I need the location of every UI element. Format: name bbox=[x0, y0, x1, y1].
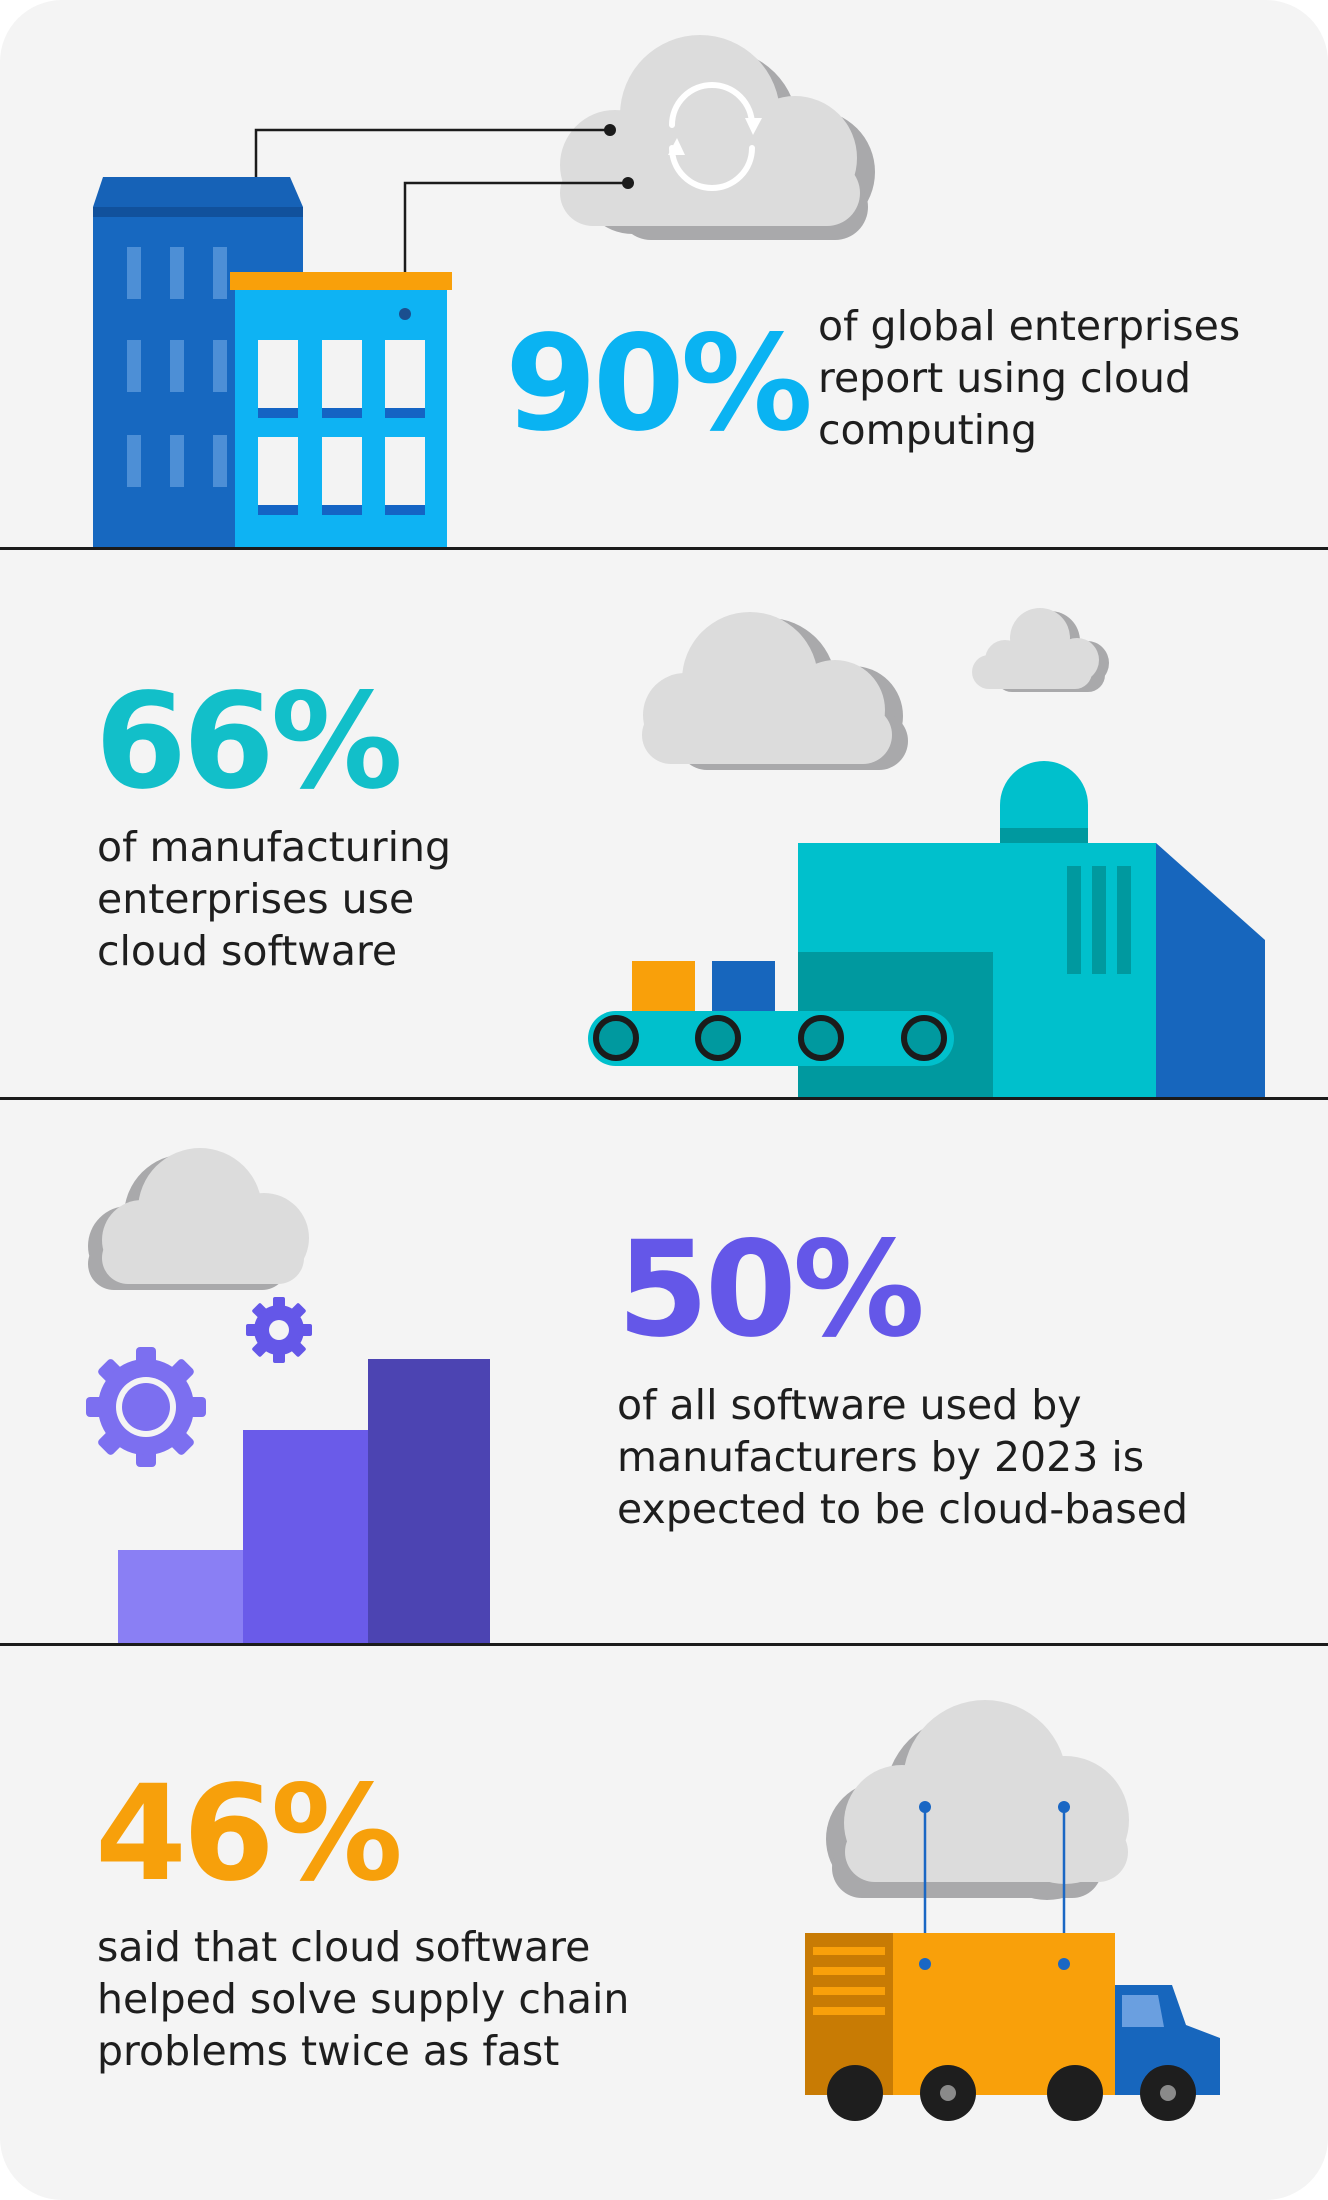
cloud-icon bbox=[642, 612, 908, 770]
growth-chart-art bbox=[86, 1148, 490, 1645]
stat-description: of manufacturing enterprises use cloud s… bbox=[97, 823, 452, 975]
cloud-sync-icon bbox=[560, 35, 875, 240]
gear-icon bbox=[86, 1347, 206, 1467]
bar-growth-icon bbox=[118, 1359, 490, 1645]
stat-value: 46% bbox=[95, 1757, 403, 1911]
stat-description: said that cloud software helped solve su… bbox=[97, 1923, 630, 2075]
stat-value: 90% bbox=[505, 307, 813, 461]
stat-description: of global enterprises report using cloud… bbox=[818, 302, 1241, 454]
delivery-truck-icon bbox=[805, 1933, 1220, 2121]
stat-description: of all software used by manufacturers by… bbox=[617, 1381, 1188, 1533]
gear-icon bbox=[246, 1297, 312, 1363]
section-divider bbox=[0, 1097, 1328, 1100]
stat-value: 50% bbox=[617, 1213, 925, 1367]
factory-conveyor-art bbox=[588, 608, 1265, 1097]
cloud-icon bbox=[972, 608, 1109, 692]
factory-conveyor-icon bbox=[588, 761, 1265, 1097]
section-divider bbox=[0, 547, 1328, 550]
section-divider bbox=[0, 1643, 1328, 1646]
cloud-icon bbox=[88, 1148, 309, 1290]
stat-value: 66% bbox=[95, 665, 403, 819]
office-buildings-cloud-icon bbox=[93, 35, 875, 547]
cloud-icon bbox=[826, 1700, 1129, 1900]
